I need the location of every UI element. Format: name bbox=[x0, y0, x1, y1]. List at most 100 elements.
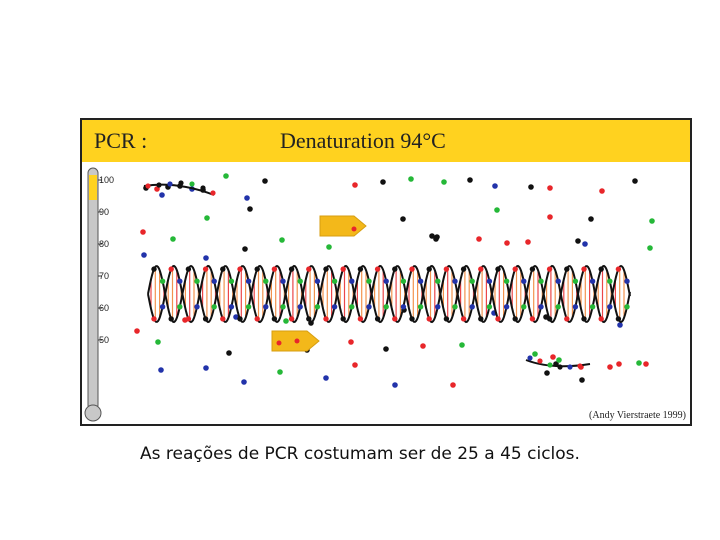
nucleotide-dot bbox=[228, 278, 235, 284]
nucleotide-dot bbox=[226, 350, 232, 356]
nucleotide-dot bbox=[348, 339, 354, 345]
nucleotide-dot bbox=[306, 266, 312, 272]
nucleotide-dot bbox=[529, 316, 536, 322]
nucleotide-dot bbox=[151, 316, 157, 322]
step-label: Denaturation 94°C bbox=[280, 128, 446, 153]
nucleotide-dot bbox=[263, 278, 269, 284]
nucleotide-dot bbox=[211, 304, 217, 310]
nucleotide-dot bbox=[607, 278, 613, 284]
nucleotide-dot bbox=[607, 304, 613, 310]
nucleotide-dot bbox=[512, 266, 518, 272]
nucleotide-dot bbox=[577, 363, 583, 369]
nucleotide-dot bbox=[349, 304, 355, 310]
thermometer-tick-label: 60 bbox=[99, 303, 109, 313]
nucleotide-dot bbox=[615, 316, 622, 322]
nucleotide-dot bbox=[306, 316, 312, 322]
nucleotide-dot bbox=[314, 304, 321, 310]
nucleotide-dot bbox=[202, 316, 209, 322]
diagram-title: PCR : bbox=[94, 128, 148, 153]
nucleotide-dot bbox=[417, 278, 424, 284]
nucleotide-dot bbox=[581, 316, 587, 322]
nucleotide-dot bbox=[159, 304, 166, 310]
nucleotide-dot bbox=[582, 241, 588, 247]
nucleotide-dot bbox=[598, 266, 604, 272]
nucleotide-dot bbox=[469, 304, 475, 310]
nucleotide-dot bbox=[297, 304, 303, 310]
nucleotide-dot bbox=[581, 266, 587, 272]
thermometer-icon: 100 90 80 70 60 50 bbox=[84, 167, 114, 422]
nucleotide-dot bbox=[177, 304, 183, 310]
nucleotide-dot bbox=[349, 278, 355, 284]
nucleotide-dot bbox=[374, 316, 381, 322]
nucleotide-dot bbox=[538, 304, 544, 310]
nucleotide-dot bbox=[441, 179, 447, 185]
nucleotide-dot bbox=[504, 240, 510, 246]
nucleotide-dot bbox=[228, 304, 235, 310]
nucleotide-dot bbox=[546, 316, 553, 322]
nucleotide-dot bbox=[624, 278, 630, 284]
nucleotide-dot bbox=[283, 318, 289, 324]
nucleotide-dot bbox=[564, 316, 570, 322]
nucleotide-dot bbox=[643, 361, 649, 367]
nucleotide-dot bbox=[242, 246, 248, 252]
polymerase-icon bbox=[271, 330, 320, 352]
nucleotide-dot bbox=[194, 278, 200, 284]
nucleotide-dot bbox=[271, 316, 278, 322]
nucleotide-dot bbox=[237, 266, 243, 272]
credit-text: (Andy Vierstraete 1999) bbox=[589, 410, 686, 421]
nucleotide-dot bbox=[352, 182, 358, 188]
nucleotide-dot bbox=[145, 183, 151, 189]
nucleotide-dot bbox=[550, 354, 556, 360]
nucleotide-dot bbox=[277, 369, 283, 375]
nucleotide-dot bbox=[331, 304, 338, 310]
nucleotide-dot bbox=[503, 278, 510, 284]
nucleotide-dot bbox=[154, 186, 160, 192]
nucleotide-dot bbox=[366, 278, 372, 284]
nucleotide-dot bbox=[572, 304, 579, 310]
nucleotide-dot bbox=[538, 278, 544, 284]
nucleotide-dot bbox=[492, 183, 498, 189]
nucleotide-dot bbox=[392, 382, 398, 388]
nucleotide-dot bbox=[155, 339, 161, 345]
thermometer-level bbox=[89, 175, 97, 200]
nucleotide-dot bbox=[557, 364, 563, 370]
nucleotide-dot bbox=[194, 304, 200, 310]
nucleotide-dot bbox=[537, 358, 543, 364]
nucleotide-dot bbox=[546, 266, 553, 272]
nucleotide-dot bbox=[494, 207, 500, 213]
nucleotide-dot bbox=[443, 266, 450, 272]
nucleotide-dot bbox=[156, 182, 162, 188]
nucleotide-dot bbox=[495, 266, 501, 272]
nucleotide-dot bbox=[392, 266, 398, 272]
nucleotide-dot bbox=[323, 375, 329, 381]
nucleotide-dot bbox=[340, 316, 346, 322]
nucleotide-dot bbox=[547, 362, 553, 368]
thermometer-tick-label: 100 bbox=[99, 175, 114, 185]
nucleotide-dot bbox=[426, 266, 432, 272]
nucleotide-dot bbox=[528, 184, 534, 190]
nucleotide-dot bbox=[288, 266, 295, 272]
nucleotide-dot bbox=[459, 342, 465, 348]
nucleotide-dot bbox=[237, 316, 243, 322]
nucleotide-dot bbox=[544, 370, 550, 376]
nucleotide-dot bbox=[211, 278, 217, 284]
nucleotide-dot bbox=[271, 266, 278, 272]
thermometer-tick-label: 70 bbox=[99, 271, 109, 281]
nucleotide-dot bbox=[159, 278, 166, 284]
nucleotide-dot bbox=[141, 252, 147, 258]
nucleotide-dot bbox=[262, 178, 268, 184]
nucleotide-dot bbox=[450, 382, 456, 388]
nucleotide-dot bbox=[380, 179, 386, 185]
nucleotide-dot bbox=[647, 245, 653, 251]
nucleotide-dot bbox=[420, 343, 426, 349]
nucleotide-dot bbox=[579, 377, 585, 383]
nucleotide-dot bbox=[241, 379, 247, 385]
thermometer-tick-label: 90 bbox=[99, 207, 109, 217]
nucleotide-dot bbox=[340, 266, 346, 272]
nucleotide-dot bbox=[357, 316, 364, 322]
nucleotide-dot bbox=[443, 316, 450, 322]
nucleotide-dot bbox=[460, 266, 467, 272]
nucleotide-dot bbox=[245, 278, 252, 284]
nucleotide-dot bbox=[567, 364, 573, 370]
nucleotide-dot bbox=[352, 362, 358, 368]
